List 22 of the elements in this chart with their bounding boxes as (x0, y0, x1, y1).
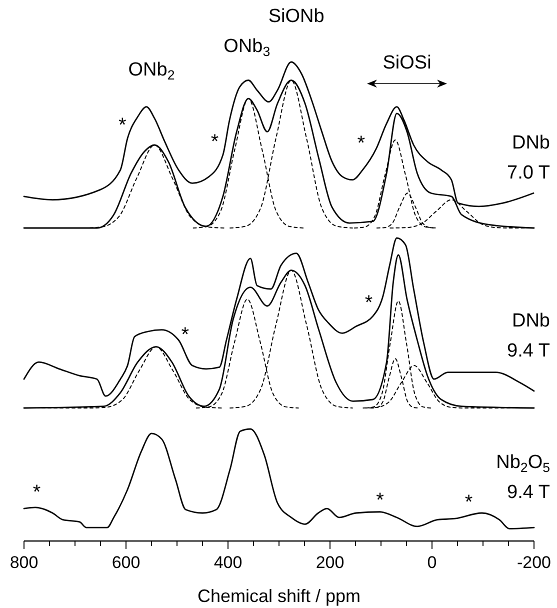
x-tick-label: 400 (214, 553, 242, 572)
annotation: * (181, 324, 190, 346)
annotation: SiOSi (382, 52, 432, 74)
annotation: * (118, 114, 127, 136)
annotation: * (32, 482, 41, 504)
x-tick-label: 0 (427, 553, 437, 572)
annotation: DNb 9.4 T (507, 310, 550, 362)
annotation: * (464, 492, 473, 514)
annotation: * (364, 292, 373, 314)
x-tick-label: 200 (316, 553, 344, 572)
x-tick-label: 600 (112, 553, 140, 572)
annotation: * (210, 131, 219, 154)
annotation: * (357, 132, 366, 155)
text: SiONb (268, 6, 324, 28)
x-tick-label: -200 (516, 553, 552, 572)
annotation: ONb$_{2}$ (128, 59, 175, 82)
annotation: Nb$_{2}$O$_{5}$ 9.4 T (496, 452, 550, 504)
annotation: DNb 7.0 T (507, 132, 550, 184)
x-axis-title: Chemical shift / ppm (197, 586, 361, 606)
annotation: * (376, 489, 384, 512)
x-tick-label: 800 (10, 553, 38, 572)
text: ONb$_{3}$ (224, 36, 270, 59)
